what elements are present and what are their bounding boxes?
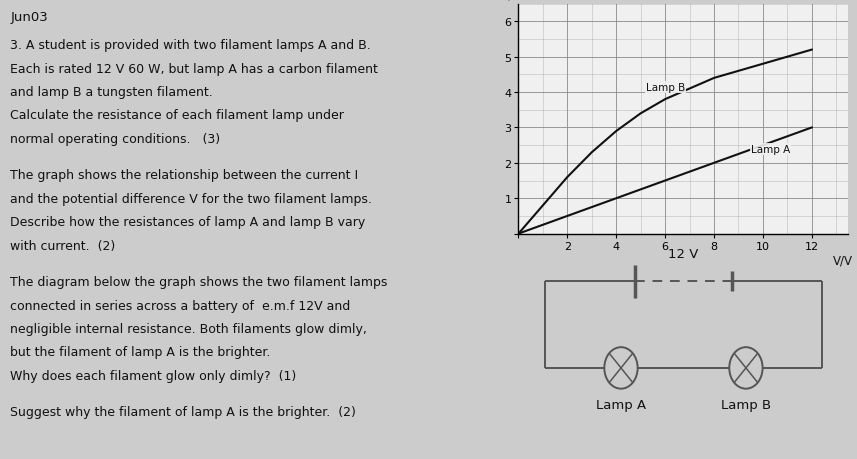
Text: Lamp B: Lamp B [721, 398, 771, 411]
Text: Calculate the resistance of each filament lamp under: Calculate the resistance of each filamen… [10, 109, 344, 122]
Text: V/V: V/V [833, 253, 854, 267]
Text: Jun03: Jun03 [10, 11, 48, 24]
Text: I/A: I/A [506, 0, 522, 1]
Text: and lamp B a tungsten filament.: and lamp B a tungsten filament. [10, 86, 213, 99]
Text: Why does each filament glow only dimly?  (1): Why does each filament glow only dimly? … [10, 369, 297, 382]
Text: with current.  (2): with current. (2) [10, 239, 116, 252]
Text: and the potential difference V for the two filament lamps.: and the potential difference V for the t… [10, 192, 372, 205]
Text: normal operating conditions.   (3): normal operating conditions. (3) [10, 133, 220, 146]
Text: The diagram below the graph shows the two filament lamps: The diagram below the graph shows the tw… [10, 275, 387, 288]
Text: Each is rated 12 V 60 W, but lamp A has a carbon filament: Each is rated 12 V 60 W, but lamp A has … [10, 62, 378, 75]
Text: The graph shows the relationship between the current I: The graph shows the relationship between… [10, 169, 358, 182]
Text: Lamp A: Lamp A [596, 398, 646, 411]
Text: connected in series across a battery of  e.m.f 12V and: connected in series across a battery of … [10, 299, 351, 312]
Text: 3. A student is provided with two filament lamps A and B.: 3. A student is provided with two filame… [10, 39, 371, 52]
Text: negligible internal resistance. Both filaments glow dimly,: negligible internal resistance. Both fil… [10, 322, 367, 335]
Text: but the filament of lamp A is the brighter.: but the filament of lamp A is the bright… [10, 346, 271, 358]
Text: 12 V: 12 V [668, 247, 698, 260]
Text: Describe how the resistances of lamp A and lamp B vary: Describe how the resistances of lamp A a… [10, 216, 365, 229]
Text: Lamp B: Lamp B [645, 83, 685, 93]
Text: Lamp A: Lamp A [751, 145, 790, 155]
Text: Suggest why the filament of lamp A is the brighter.  (2): Suggest why the filament of lamp A is th… [10, 405, 356, 418]
